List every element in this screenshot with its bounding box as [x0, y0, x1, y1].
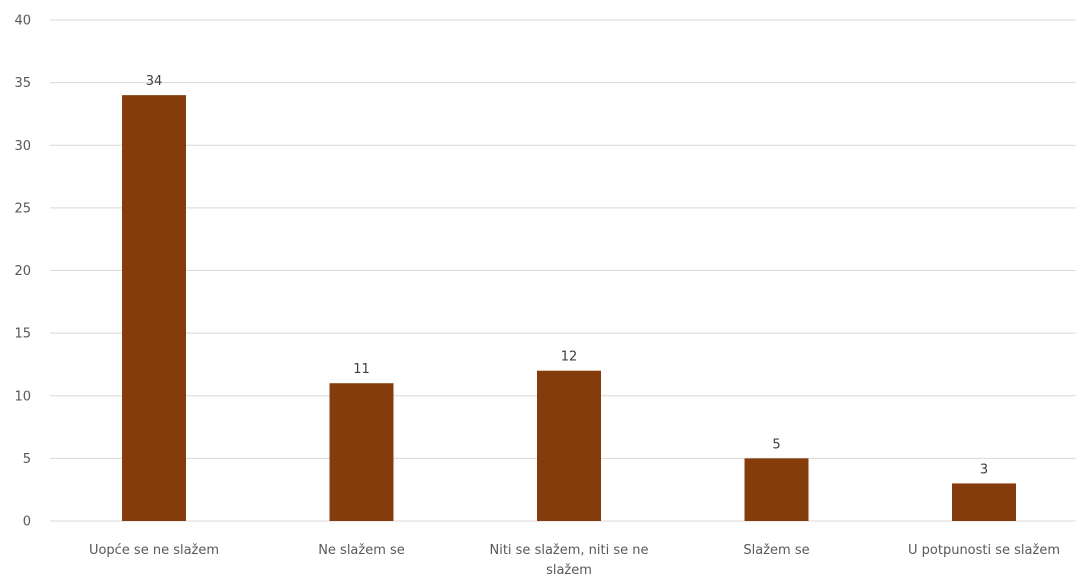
data-label: 34	[146, 74, 163, 89]
bar	[329, 383, 394, 521]
gridlines	[50, 19, 1076, 522]
y-tick-label: 40	[14, 14, 31, 29]
y-tick-label: 5	[23, 452, 31, 467]
x-category-label: Slažem se	[743, 543, 809, 558]
y-tick-label: 20	[14, 264, 31, 279]
x-axis-categories: Uopće se ne slažem Ne slažem se Niti se sl…	[89, 543, 1060, 578]
bars	[122, 95, 1016, 522]
data-label: 3	[980, 462, 988, 477]
bar	[537, 370, 601, 521]
y-tick-label: 15	[14, 327, 31, 342]
bar	[952, 483, 1016, 521]
data-label: 11	[353, 362, 370, 377]
y-tick-label: 0	[23, 515, 31, 530]
y-tick-label: 10	[14, 389, 31, 404]
data-label: 5	[772, 437, 780, 452]
x-category-label: slažem	[546, 563, 592, 578]
bar	[122, 95, 186, 522]
x-category-label: U potpunosti se slažem	[908, 543, 1060, 558]
y-tick-label: 25	[14, 201, 31, 216]
data-label: 12	[561, 350, 578, 365]
y-axis-ticks: 0 5 10 15 20 25 30 35 40	[14, 14, 31, 530]
bar	[744, 458, 809, 521]
x-category-label: Niti se slažem, niti se ne	[489, 543, 648, 558]
y-tick-label: 30	[14, 139, 31, 154]
x-category-label: Ne slažem se	[318, 543, 405, 558]
x-category-label: Uopće se ne slažem	[89, 543, 219, 558]
y-tick-label: 35	[14, 76, 31, 91]
data-labels: 34 11 12 5 3	[146, 74, 988, 477]
